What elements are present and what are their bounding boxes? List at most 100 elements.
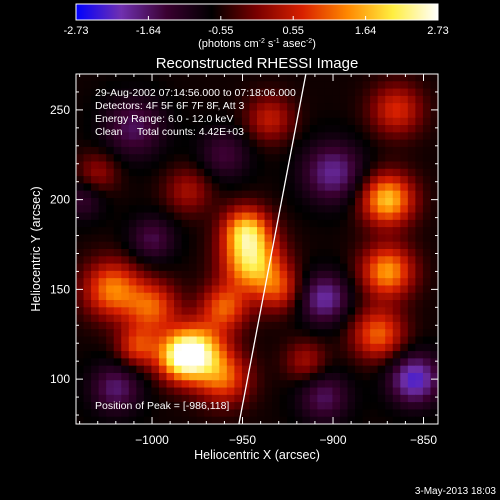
heatmap-cell — [279, 168, 288, 177]
heatmap-cell — [219, 249, 228, 257]
heatmap-cell — [272, 365, 281, 374]
heatmap-cell — [257, 292, 266, 301]
heatmap-cell — [106, 161, 115, 170]
heatmap-cell — [317, 154, 326, 163]
heatmap-cell — [400, 117, 409, 126]
heatmap-cell — [392, 372, 401, 381]
heatmap-cell — [385, 241, 394, 250]
heatmap-cell — [204, 270, 213, 279]
heatmap-cell — [287, 117, 296, 126]
heatmap-cell — [226, 409, 235, 418]
heatmap-cell — [113, 74, 122, 82]
heatmap-cell — [347, 88, 356, 97]
heatmap-cell — [226, 256, 235, 265]
heatmap-cell — [158, 270, 168, 279]
heatmap-cell — [143, 380, 153, 389]
heatmap-cell — [317, 343, 326, 352]
heatmap-cell — [257, 212, 266, 221]
heatmap-cell — [355, 270, 364, 279]
heatmap-cell — [294, 416, 303, 424]
heatmap-cell — [400, 227, 409, 236]
heatmap-cell — [189, 227, 198, 236]
heatmap-cell — [196, 146, 205, 155]
heatmap-cell — [76, 307, 85, 316]
heatmap-cell — [76, 227, 85, 236]
heatmap-cell — [234, 321, 243, 330]
heatmap-cell — [166, 285, 175, 294]
heatmap-cell — [76, 394, 85, 403]
heatmap-cell — [196, 139, 205, 148]
heatmap-cell — [106, 387, 115, 396]
heatmap-cell — [355, 241, 364, 250]
heatmap-cell — [106, 117, 115, 126]
heatmap-cell — [219, 190, 228, 199]
heatmap-cell — [362, 212, 371, 221]
heatmap-cell — [347, 292, 356, 301]
heatmap-cell — [151, 241, 160, 250]
heatmap-cell — [83, 300, 92, 308]
heatmap-cell — [347, 380, 356, 389]
heatmap-cell — [287, 380, 296, 389]
heatmap-cell — [181, 351, 190, 359]
plot-frame — [75, 73, 439, 425]
heatmap-cell — [226, 329, 235, 338]
heatmap-cell — [158, 132, 168, 141]
heatmap-cell — [422, 205, 432, 214]
heatmap-cell — [143, 365, 153, 374]
heatmap-cell — [151, 125, 160, 133]
heatmap-cell — [324, 329, 334, 338]
heatmap-cell — [143, 402, 153, 411]
heatmap-cell — [189, 321, 198, 330]
heatmap-cell — [121, 234, 130, 243]
heatmap-cell — [121, 219, 130, 228]
heatmap-cell — [407, 74, 416, 82]
heatmap-cell — [219, 409, 228, 418]
heatmap-cell — [332, 351, 341, 359]
heatmap-cell — [355, 402, 364, 411]
heatmap-cell — [264, 110, 273, 119]
heatmap-cell — [113, 241, 122, 250]
heatmap-cell — [136, 117, 145, 126]
heatmap-cell — [355, 394, 364, 403]
heatmap-cell — [136, 365, 145, 374]
heatmap-cell — [377, 263, 386, 272]
heatmap-cell — [347, 241, 356, 250]
heatmap-cell — [385, 139, 394, 148]
heatmap-cell — [430, 402, 438, 411]
heatmap-cell — [166, 387, 175, 396]
heatmap-cell — [249, 256, 258, 265]
heatmap-cell — [113, 365, 122, 374]
heatmap-cell — [219, 321, 228, 330]
heatmap-cell — [174, 314, 183, 323]
heatmap-cell — [181, 154, 190, 163]
heatmap-cell — [91, 285, 100, 294]
heatmap-cell — [392, 256, 401, 265]
heatmap-cell — [143, 314, 153, 323]
heatmap-cell — [430, 103, 438, 112]
heatmap-cell — [128, 416, 137, 424]
heatmap-cell — [355, 314, 364, 323]
heatmap-cell — [415, 285, 424, 294]
heatmap-cell — [113, 161, 122, 170]
heatmap-cell — [264, 161, 273, 170]
heatmap-cell — [287, 285, 296, 294]
heatmap-cell — [181, 394, 190, 403]
heatmap-cell — [422, 212, 432, 221]
heatmap-cell — [83, 278, 92, 287]
heatmap-cell — [377, 146, 386, 155]
heatmap-cell — [355, 380, 364, 389]
heatmap-cell — [241, 125, 251, 133]
heatmap-cell — [302, 270, 311, 279]
heatmap-cell — [181, 256, 190, 265]
heatmap-cell — [407, 307, 416, 316]
heatmap-cell — [370, 219, 379, 228]
heatmap-cell — [347, 205, 356, 214]
heatmap-cell — [264, 343, 273, 352]
heatmap-cell — [377, 329, 386, 338]
heatmap-cell — [128, 336, 137, 345]
heatmap-cell — [91, 387, 100, 396]
heatmap-cell — [121, 358, 130, 367]
heatmap-cell — [400, 241, 409, 250]
x-tick-label: −1000 — [135, 433, 169, 447]
heatmap-cell — [339, 365, 349, 374]
